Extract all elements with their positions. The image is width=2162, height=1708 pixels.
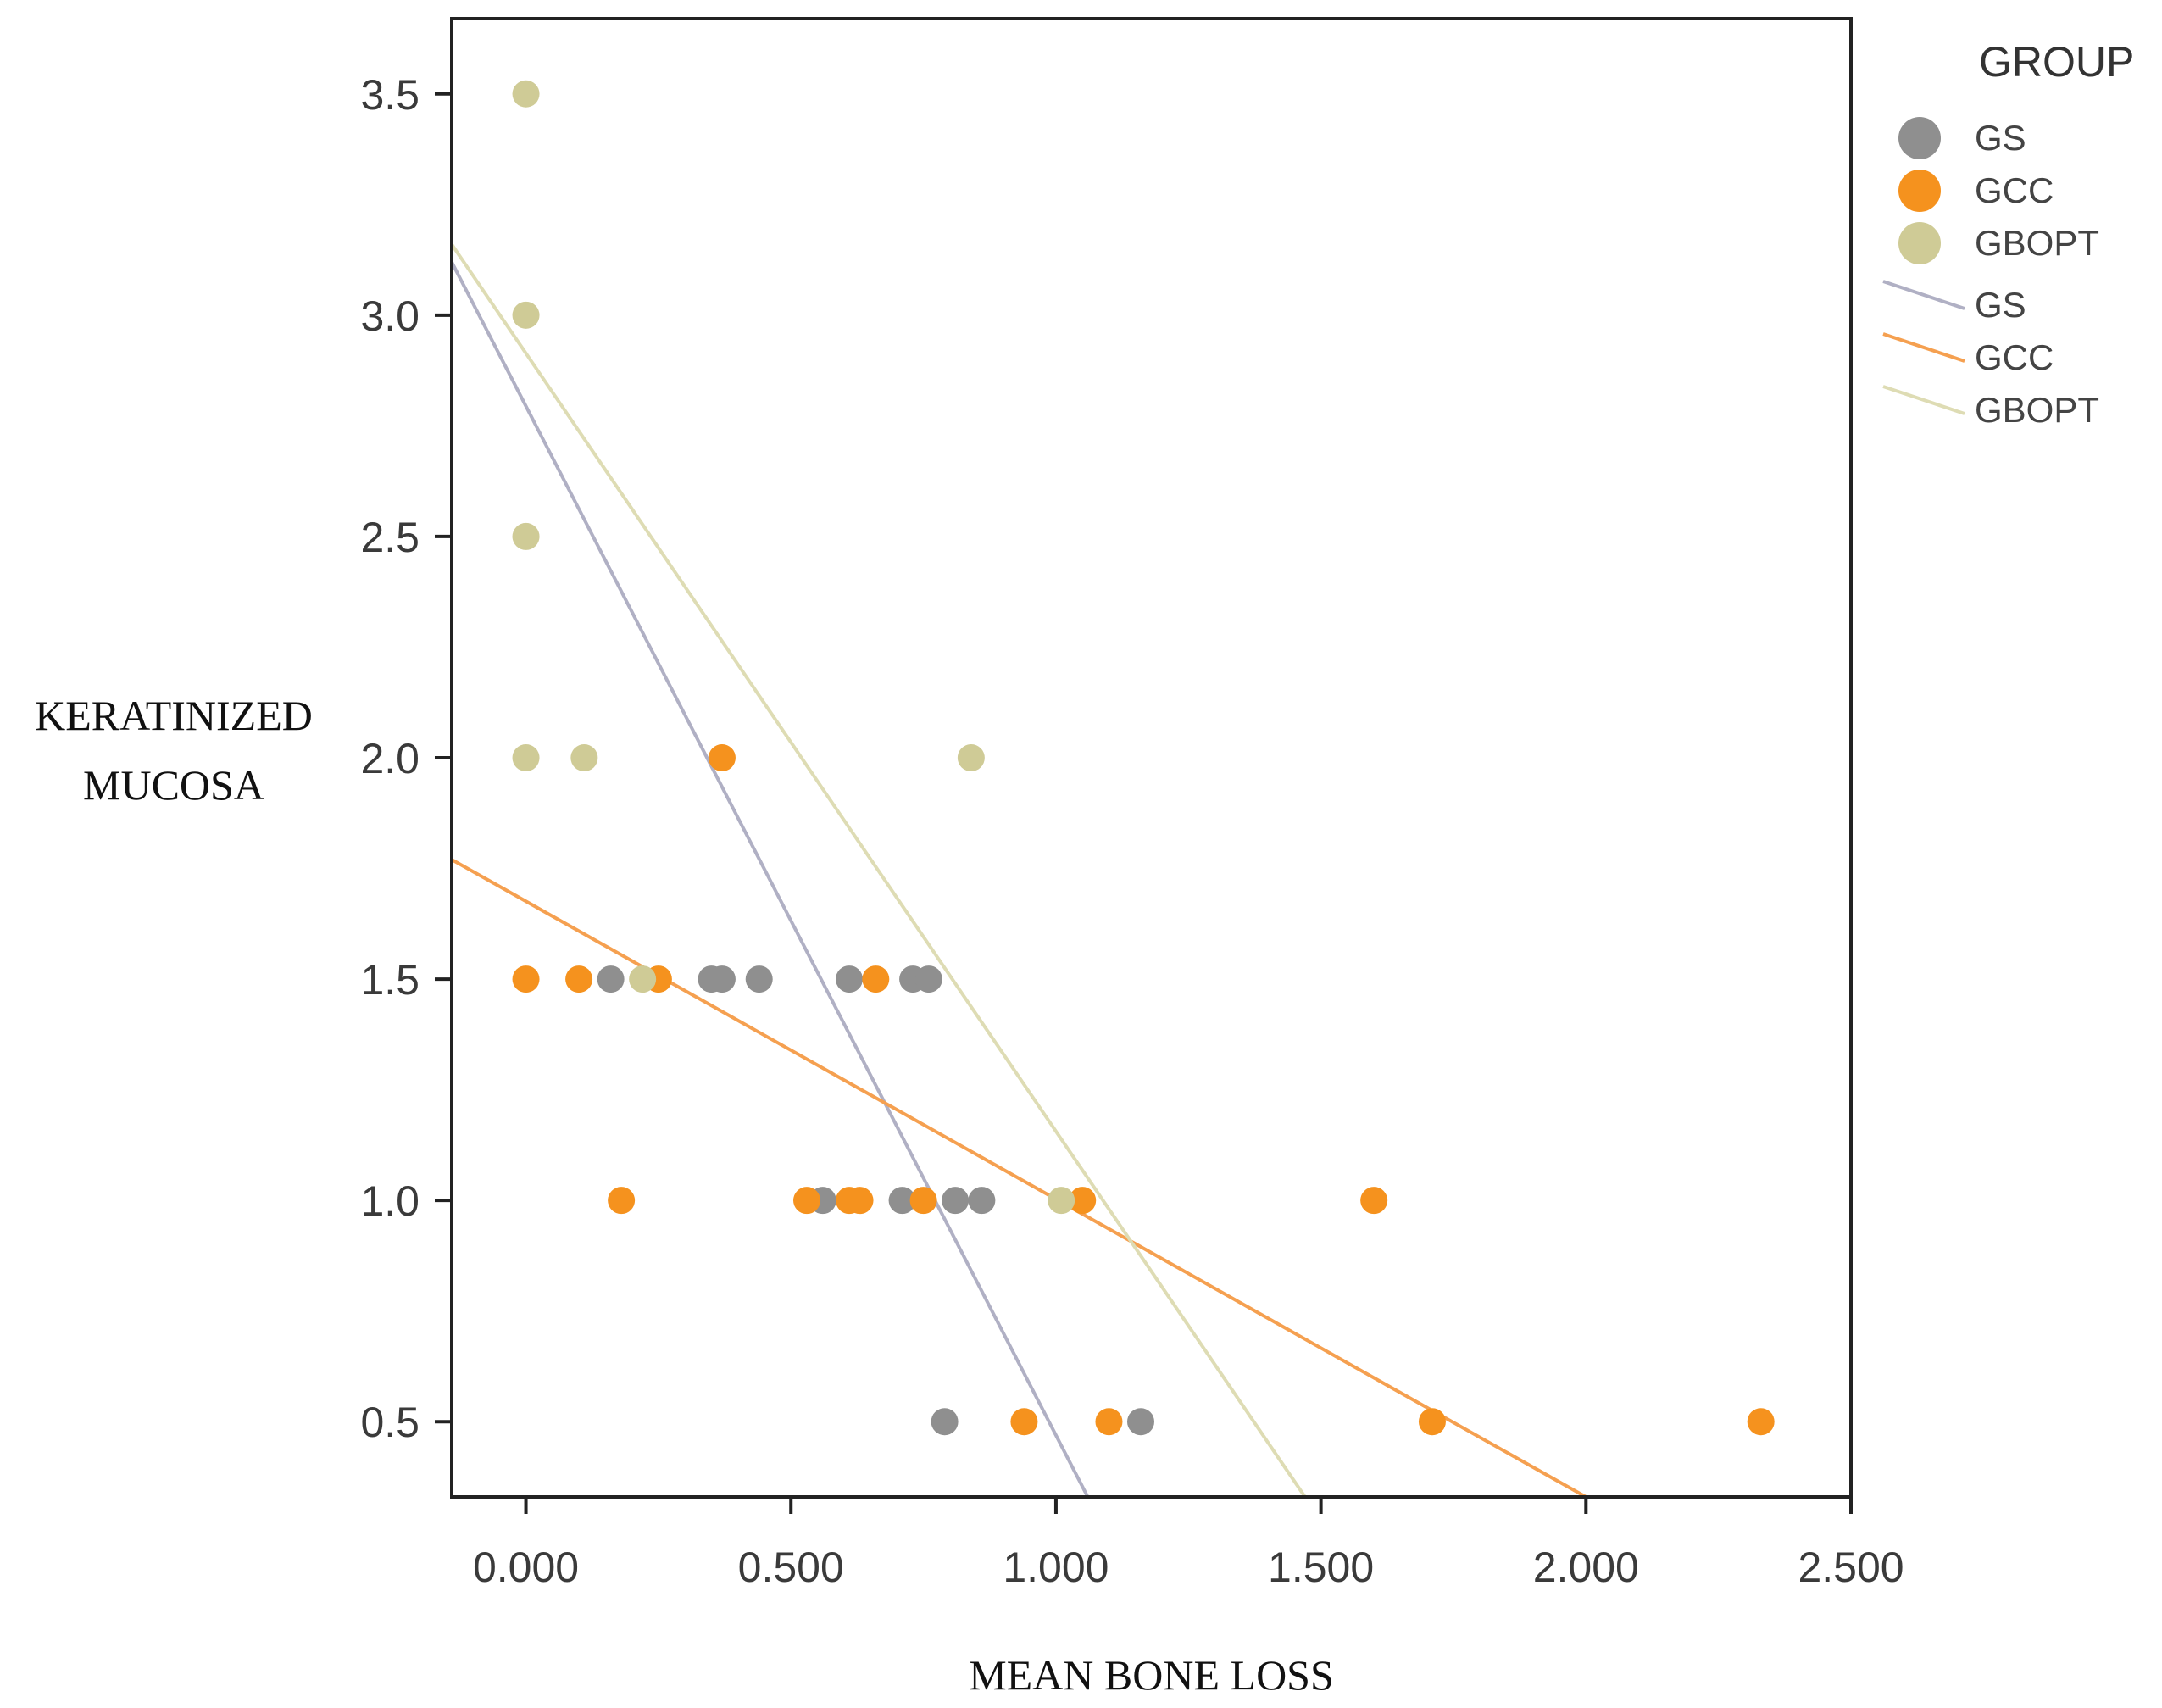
legend-line-gs [1882, 280, 1965, 310]
legend-title: GROUP [1979, 38, 2134, 86]
point-gs [836, 965, 864, 993]
legend-line-label: GS [1975, 285, 2026, 325]
y-tick-label: 1.5 [360, 956, 420, 1004]
point-gs [888, 1187, 916, 1215]
point-gbopt [512, 744, 540, 771]
y-axis-title: KERATINIZED MUCOSA [35, 692, 313, 809]
x-tick-label: 0.500 [738, 1544, 844, 1591]
point-gcc [708, 744, 736, 771]
point-gbopt [1048, 1187, 1075, 1215]
y-axis-title-line: MUCOSA [83, 761, 264, 809]
fit-lines [450, 243, 1587, 1499]
point-gbopt [957, 744, 985, 771]
legend: GROUP GS GCC GBOPT GS GCC GBOPT [1882, 38, 2134, 430]
legend-marker-label: GBOPT [1975, 223, 2099, 263]
legend-marker-gcc [1898, 170, 1941, 212]
y-tick-label: 0.5 [360, 1399, 420, 1446]
point-gcc [1418, 1408, 1446, 1436]
point-gs [942, 1187, 970, 1215]
legend-marker-label: GS [1975, 118, 2026, 158]
point-gs [1126, 1408, 1154, 1436]
x-tick-label: 2.500 [1798, 1544, 1904, 1591]
point-gbopt [570, 744, 598, 771]
point-gbopt [512, 80, 540, 108]
legend-marker-gs [1898, 117, 1941, 159]
point-gbopt [629, 965, 657, 993]
point-gcc [1069, 1187, 1097, 1215]
point-gbopt [512, 522, 540, 550]
axes: 0.000 0.500 1.000 1.500 2.000 2.500 0.5 1.0 1.5 2… [360, 71, 1904, 1591]
y-tick-label: 2.0 [360, 735, 420, 782]
point-gcc [1010, 1408, 1038, 1436]
point-gcc [608, 1187, 636, 1215]
point-gcc [1360, 1187, 1388, 1215]
y-tick-label: 3.0 [360, 292, 420, 340]
fit-line-gs [450, 261, 1090, 1498]
y-tick-label: 1.0 [360, 1177, 420, 1225]
data-points [512, 80, 1775, 1436]
point-gcc [565, 965, 593, 993]
x-axis-title: MEAN BONE LOSS [969, 1651, 1334, 1699]
x-tick-label: 0.000 [473, 1544, 579, 1591]
point-gcc [846, 1187, 874, 1215]
point-gs [745, 965, 773, 993]
point-gbopt [512, 301, 540, 329]
point-gs [914, 965, 942, 993]
x-tick-label: 1.000 [1003, 1544, 1109, 1591]
x-tick-label: 2.000 [1533, 1544, 1639, 1591]
y-tick-label: 3.5 [360, 71, 420, 119]
point-gs [597, 965, 625, 993]
fit-line-gbopt [450, 243, 1307, 1499]
legend-marker-label: GCC [1975, 170, 2054, 210]
x-tick-label: 1.500 [1268, 1544, 1374, 1591]
plot-frame [450, 17, 1853, 1499]
point-gcc [793, 1187, 821, 1215]
fit-line-gcc [451, 858, 1587, 1499]
point-gcc [512, 965, 540, 993]
point-gs [931, 1408, 959, 1436]
point-gcc [1747, 1408, 1775, 1436]
y-tick-label: 2.5 [360, 514, 420, 561]
point-gs [968, 1187, 996, 1215]
legend-marker-gbopt [1898, 222, 1941, 264]
legend-line-gcc [1882, 332, 1965, 363]
legend-line-gbopt [1882, 385, 1965, 415]
point-gcc [909, 1187, 937, 1215]
point-gs [708, 965, 736, 993]
y-axis-title-line: KERATINIZED [35, 692, 313, 739]
point-gcc [1095, 1408, 1123, 1436]
legend-line-label: GCC [1975, 337, 2054, 377]
point-gcc [862, 965, 890, 993]
legend-line-label: GBOPT [1975, 390, 2099, 430]
